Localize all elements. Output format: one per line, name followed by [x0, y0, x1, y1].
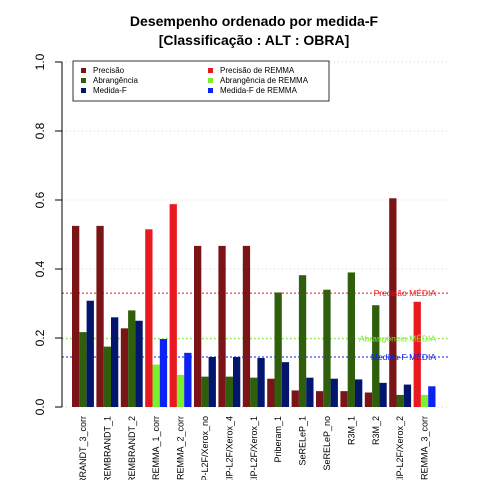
bars — [72, 198, 436, 407]
bar-medida-f — [330, 378, 338, 407]
bar-precisao — [169, 204, 177, 407]
y-tick-label: 0.2 — [33, 329, 47, 346]
bar-abrangencia — [128, 310, 136, 407]
bar-precisao — [145, 229, 153, 407]
bar-precisao — [364, 392, 373, 407]
bar-medida-f — [428, 386, 436, 407]
bar-precisao — [340, 391, 348, 407]
bar-medida-f — [159, 339, 168, 407]
bar-precisao — [96, 225, 104, 407]
x-tick-label: XIP-L2F/Xerox_4 — [224, 416, 234, 480]
reference-label: Medida-F MÉDIA — [371, 352, 437, 362]
legend-label-abrangencia: Abrangência — [93, 76, 138, 85]
legend-label-precisao-remma: Precisão de REMMA — [220, 66, 295, 75]
bar-abrangencia — [152, 364, 160, 407]
bar-abrangencia — [201, 376, 209, 407]
bar-medida-f — [281, 362, 290, 407]
reference-label: Precisão MÉDIA — [374, 288, 437, 298]
bar-abrangencia — [372, 305, 380, 407]
x-tick-label: SeRELeP_no — [322, 416, 332, 471]
bar-medida-f — [208, 356, 216, 407]
x-tick-label: Priberam_1 — [273, 416, 283, 463]
bar-medida-f — [306, 377, 314, 407]
bar-abrangencia — [298, 275, 307, 407]
legend-label-precisao: Precisão — [93, 66, 125, 75]
bar-precisao — [389, 198, 397, 407]
bar-abrangencia — [225, 376, 233, 407]
bar-abrangencia — [323, 289, 331, 407]
legend-swatch-medida — [81, 88, 86, 93]
bar-precisao — [316, 391, 324, 407]
x-tick-label: XIP-L2F/Xerox_1 — [249, 416, 259, 480]
x-axis-labels: CaRRANDT_3_corr CaRREMBRANDT_1 CaRREMBRAND… — [78, 416, 430, 480]
bar-precisao — [218, 245, 226, 407]
y-tick-label: 0.0 — [33, 398, 47, 415]
bar-medida-f — [233, 356, 241, 407]
y-axis: 0.0 0.2 0.4 0.6 0.8 1.0 — [33, 53, 63, 415]
bar-abrangencia — [274, 292, 282, 407]
reference-labels: Precisão MÉDIA Abrangência MÉDIA Medida-F … — [359, 288, 436, 362]
bar-abrangencia — [250, 377, 258, 407]
y-tick-label: 1.0 — [33, 53, 47, 70]
legend: Precisão Abrangência Medida-F Precisão d… — [72, 60, 330, 102]
x-tick-label: XIP-L2F/Xerox_no — [200, 416, 210, 480]
x-tick-label: CaRREMBRANDT_2 — [127, 416, 137, 480]
legend-label-medida-remma: Medida-F de REMMA — [220, 86, 298, 95]
bar-medida-f — [135, 320, 143, 407]
legend-swatch-abrangencia — [81, 78, 86, 83]
bar-medida-f — [111, 317, 119, 407]
bar-abrangencia — [347, 272, 355, 407]
x-tick-label: REMMA_3_corr — [420, 416, 430, 480]
bar-medida-f — [257, 358, 265, 407]
bar-abrangencia — [396, 394, 404, 407]
bar-precisao — [267, 378, 275, 407]
bar-precisao — [120, 328, 129, 407]
chart-subtitle: [Classificação : ALT : OBRA] — [159, 32, 350, 48]
reference-label: Abrangência MÉDIA — [359, 334, 436, 344]
x-tick-label: R3M_2 — [371, 416, 381, 445]
bar-abrangencia — [176, 374, 185, 407]
bar-medida-f — [86, 300, 94, 407]
y-tick-label: 0.6 — [33, 191, 47, 208]
legend-label-abrangencia-remma: Abrangência de REMMA — [220, 76, 309, 85]
legend-label-medida: Medida-F — [93, 86, 127, 95]
bar-medida-f — [403, 384, 412, 407]
y-tick-label: 0.4 — [33, 260, 47, 277]
legend-swatch-abrangencia-remma — [208, 78, 213, 83]
legend-swatch-precisao — [81, 68, 86, 73]
bar-medida-f — [355, 379, 363, 407]
legend-swatch-precisao-remma — [208, 68, 213, 73]
bar-precisao — [413, 301, 421, 407]
y-tick-label: 0.8 — [33, 122, 47, 139]
bar-abrangencia — [420, 394, 429, 407]
legend-swatch-medida-remma — [208, 88, 213, 93]
x-tick-label: SeRELeP_1 — [298, 416, 308, 466]
bar-precisao — [72, 225, 80, 407]
bar-precisao — [291, 390, 299, 407]
legend-box — [72, 60, 330, 102]
bar-precisao — [242, 245, 251, 407]
x-tick-label: XIP-L2F/Xerox_2 — [395, 416, 405, 480]
bar-medida-f — [379, 382, 387, 407]
x-tick-label: REMMA_1_corr — [151, 416, 161, 480]
x-tick-label: REMMA_2_corr — [176, 416, 186, 480]
chart-title: Desempenho ordenado por medida-F — [130, 13, 379, 29]
x-tick-label: CaRREMBRANDT_1 — [102, 416, 112, 480]
x-tick-label: CaRRANDT_3_corr — [78, 416, 88, 480]
bar-medida-f — [184, 352, 192, 407]
x-tick-label: R3M_1 — [346, 416, 356, 445]
bar-abrangencia — [79, 332, 87, 407]
bar-abrangencia — [103, 346, 111, 407]
bar-precisao — [194, 245, 202, 407]
